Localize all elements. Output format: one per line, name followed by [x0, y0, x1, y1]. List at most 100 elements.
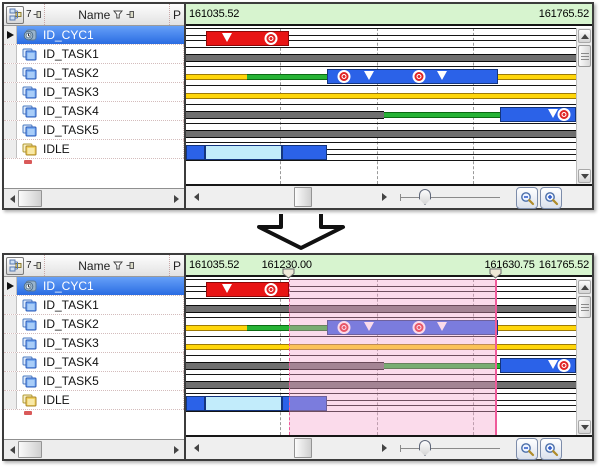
selection-marker-handle-2[interactable]	[489, 268, 502, 279]
task-icon	[22, 375, 37, 388]
selection-start-label: 161230.00	[261, 259, 312, 271]
v-scroll-up-button[interactable]	[578, 280, 591, 294]
zoom-out-button[interactable]	[516, 438, 538, 460]
zoom-slider[interactable]	[400, 448, 500, 449]
timeline-lane-ID_TASK5	[186, 374, 576, 393]
hierarchy-view-button[interactable]	[6, 5, 24, 24]
time-ruler-header: 161035.52 161765.52 161230.00 161630.75	[186, 255, 592, 279]
trace-panel-after: 7 Name P ID_CYC1 ID_TASK1 ID_TASK2 ID_TASK3 ID_…	[2, 253, 594, 461]
table-row-ID_TASK1[interactable]: ID_TASK1	[4, 45, 184, 64]
h-scroll-left-button[interactable]	[6, 440, 18, 459]
time-gridline	[377, 28, 379, 184]
hierarchy-view-button[interactable]	[6, 256, 24, 275]
v-scroll-down-button[interactable]	[578, 420, 591, 434]
bar-start-target-icon	[337, 70, 351, 83]
column-header-priority[interactable]: P	[169, 255, 184, 276]
row-selector[interactable]	[4, 83, 17, 101]
table-row-ID_TASK2[interactable]: ID_TASK2	[4, 315, 184, 334]
row-selector[interactable]	[4, 26, 17, 44]
row-name-label: ID_CYC1	[43, 279, 94, 293]
bar-green-ID_TASK4	[384, 363, 501, 369]
scroll-up-icon	[580, 284, 589, 290]
filter-column-header[interactable]: 7	[24, 9, 44, 20]
baseline-line	[186, 405, 576, 406]
zoom-out-button[interactable]	[516, 187, 538, 209]
timeline-scroll-thumb[interactable]	[294, 438, 312, 458]
table-row-ID_TASK5[interactable]: ID_TASK5	[4, 121, 184, 140]
row-name-label: ID_TASK3	[41, 83, 184, 101]
bar-start-target-icon	[412, 70, 426, 83]
cyclic-handler-icon	[22, 29, 37, 42]
row-selector[interactable]	[4, 296, 17, 314]
filter-column-header[interactable]: 7	[24, 260, 44, 271]
column-header-name[interactable]: Name	[43, 255, 169, 276]
row-selector[interactable]	[4, 277, 17, 295]
bar-start-target-icon	[264, 283, 278, 296]
priority-header-label: P	[173, 258, 182, 273]
table-row-ID_TASK2[interactable]: ID_TASK2	[4, 64, 184, 83]
v-scroll-thumb[interactable]	[578, 45, 591, 67]
task-grid: 7 Name P ID_CYC1 ID_TASK1 ID_TASK2 ID_TASK3 ID_…	[4, 255, 186, 459]
task-icon	[22, 67, 37, 80]
row-selector[interactable]	[4, 353, 17, 371]
zoom-slider-thumb[interactable]	[419, 189, 431, 205]
timeline-scroll-left-button[interactable]	[190, 439, 202, 457]
h-scroll-left-button[interactable]	[6, 189, 18, 208]
grid-rows: ID_CYC1 ID_TASK1 ID_TASK2 ID_TASK3 ID_TASK4 I…	[4, 26, 184, 188]
task-icon	[22, 318, 37, 331]
timeline-scroll-thumb[interactable]	[294, 187, 312, 207]
selection-marker-handle-1[interactable]	[282, 268, 295, 279]
row-selector[interactable]	[4, 334, 17, 352]
row-selector[interactable]	[4, 121, 17, 139]
table-row-ID_CYC1[interactable]: ID_CYC1	[4, 26, 184, 45]
h-scroll-right-button[interactable]	[170, 440, 182, 459]
v-scroll-up-button[interactable]	[578, 29, 591, 43]
table-row-ID_TASK4[interactable]: ID_TASK4	[4, 353, 184, 372]
timeline-lane-IDLE	[186, 142, 576, 161]
bar-blue-IDLE	[282, 396, 328, 411]
scroll-down-icon	[580, 424, 589, 430]
filter-funnel-icon[interactable]	[113, 261, 124, 270]
scroll-left-icon	[9, 194, 15, 203]
h-scroll-right-button[interactable]	[170, 189, 182, 208]
row-selector[interactable]	[4, 102, 17, 120]
v-scroll-thumb[interactable]	[578, 296, 591, 318]
table-row-ID_TASK1[interactable]: ID_TASK1	[4, 296, 184, 315]
zoom-in-button[interactable]	[540, 438, 562, 460]
table-row-ID_TASK3[interactable]: ID_TASK3	[4, 83, 184, 102]
table-row-ID_TASK4[interactable]: ID_TASK4	[4, 102, 184, 121]
zoom-slider[interactable]	[400, 197, 500, 198]
scroll-right-icon	[173, 445, 179, 454]
h-scroll-thumb[interactable]	[18, 190, 42, 207]
row-selector[interactable]	[4, 45, 17, 63]
lane-bottom-border	[186, 160, 576, 161]
v-scroll-down-button[interactable]	[578, 169, 591, 183]
bar-green-ID_TASK4	[384, 112, 501, 118]
table-row-IDLE[interactable]: IDLE	[4, 391, 184, 410]
column-header-priority[interactable]: P	[169, 4, 184, 25]
bar-gray-ID_TASK5	[186, 130, 576, 138]
timeline-area: 161035.52 161765.52	[186, 4, 592, 209]
timeline-scroll-right-button[interactable]	[378, 188, 390, 206]
timeline-scroll-right-button[interactable]	[378, 439, 390, 457]
table-row-IDLE[interactable]: IDLE	[4, 140, 184, 159]
row-selector[interactable]	[4, 140, 17, 158]
table-row-ID_CYC1[interactable]: ID_CYC1	[4, 277, 184, 296]
row-selector[interactable]	[4, 315, 17, 333]
column-header-name[interactable]: Name	[43, 4, 169, 25]
idle-icon	[22, 394, 37, 407]
time-start-label: 161035.52	[189, 8, 240, 20]
zoom-in-button[interactable]	[540, 187, 562, 209]
row-selector[interactable]	[4, 372, 17, 390]
time-gridline	[279, 279, 281, 435]
row-selector[interactable]	[4, 64, 17, 82]
timeline-scroll-left-button[interactable]	[190, 188, 202, 206]
row-selector[interactable]	[4, 391, 17, 409]
table-row-ID_TASK3[interactable]: ID_TASK3	[4, 334, 184, 353]
filter-funnel-icon[interactable]	[113, 10, 124, 19]
h-scroll-thumb[interactable]	[18, 441, 42, 458]
table-row-ID_TASK5[interactable]: ID_TASK5	[4, 372, 184, 391]
clipped-row-icon	[24, 411, 32, 415]
magnifier-plus-icon	[544, 191, 559, 206]
zoom-slider-thumb[interactable]	[419, 440, 431, 456]
